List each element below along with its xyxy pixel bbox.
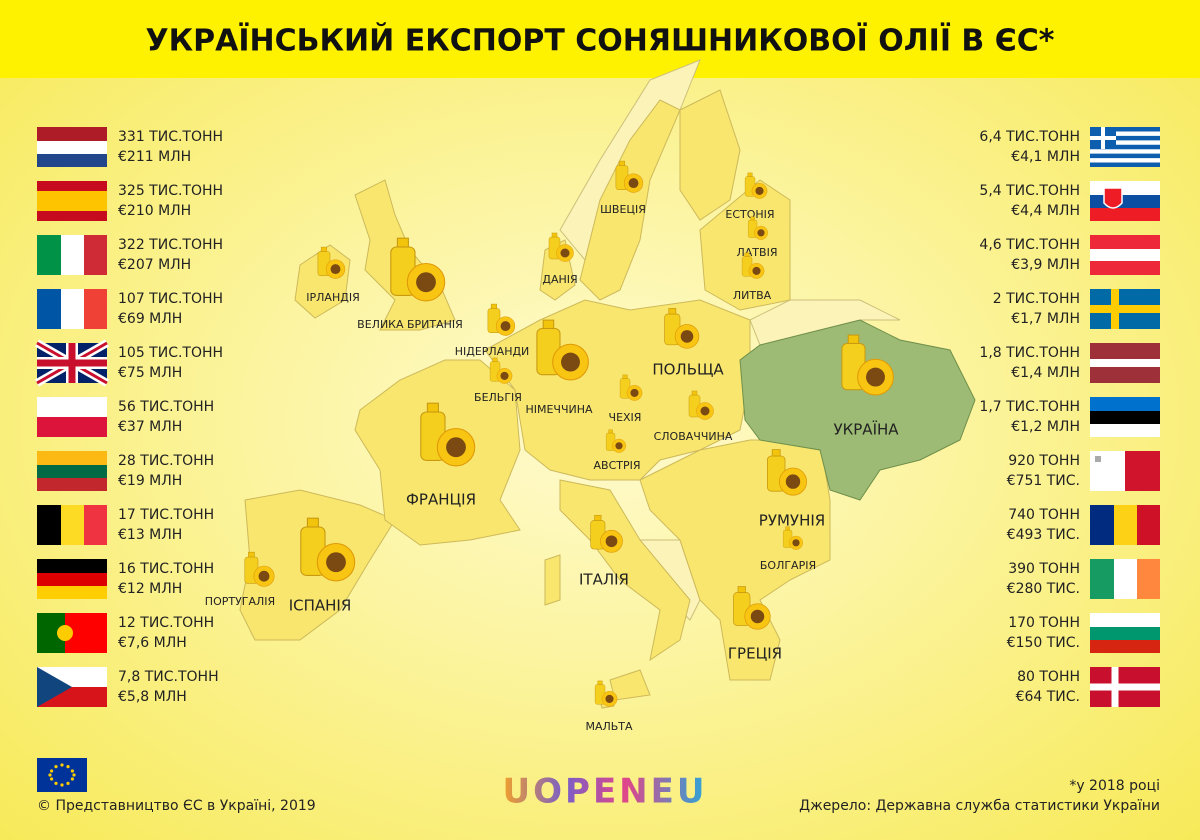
- export-value: €69 МЛН: [118, 311, 182, 327]
- export-volume: 16 ТИС.ТОНН: [118, 561, 214, 577]
- export-value: €64 ТИС.: [1016, 689, 1080, 705]
- export-volume: 170 ТОНН: [1008, 615, 1080, 631]
- export-value: €12 МЛН: [118, 581, 182, 597]
- flag-spain: [37, 181, 107, 221]
- export-value: €4,4 МЛН: [1011, 203, 1080, 219]
- export-value: €1,7 МЛН: [1011, 311, 1080, 327]
- export-volume: 105 ТИС.ТОНН: [118, 345, 223, 361]
- export-volume: 390 ТОНН: [1008, 561, 1080, 577]
- flag-greece: [1090, 127, 1160, 167]
- export-volume: 80 ТОНН: [1017, 669, 1080, 685]
- country-label: ГРЕЦІЯ: [728, 645, 782, 663]
- export-volume: 5,4 ТИС.ТОНН: [979, 183, 1080, 199]
- country-label: НІДЕРЛАНДИ: [455, 345, 530, 358]
- export-value: €280 ТИС.: [1007, 581, 1080, 597]
- export-value: €1,2 МЛН: [1011, 419, 1080, 435]
- export-volume: 325 ТИС.ТОНН: [118, 183, 223, 199]
- country-label: ВЕЛИКА БРИТАНІЯ: [357, 318, 463, 331]
- export-volume: 28 ТИС.ТОНН: [118, 453, 214, 469]
- export-volume: 331 ТИС.ТОНН: [118, 129, 223, 145]
- flag-latvia: [1090, 343, 1160, 383]
- country-label: ЛИТВА: [733, 289, 772, 302]
- export-volume: 56 ТИС.ТОНН: [118, 399, 214, 415]
- country-label: БЕЛЬГІЯ: [474, 391, 522, 404]
- export-value: €1,4 МЛН: [1011, 365, 1080, 381]
- flag-czechia: [37, 667, 107, 707]
- country-label: ШВЕЦІЯ: [600, 203, 646, 216]
- flag-uk: [35, 339, 109, 387]
- country-label: ЕСТОНІЯ: [725, 208, 774, 221]
- export-volume: 740 ТОНН: [1008, 507, 1080, 523]
- export-value: €75 МЛН: [118, 365, 182, 381]
- export-value: €37 МЛН: [118, 419, 182, 435]
- export-value: €7,6 МЛН: [118, 635, 187, 651]
- flag-belgium: [37, 505, 107, 545]
- country-label: СЛОВАЧЧИНА: [654, 430, 733, 443]
- flag-lithuania: [37, 451, 107, 491]
- country-label: ЧЕХІЯ: [609, 411, 642, 424]
- export-value: €211 МЛН: [118, 149, 191, 165]
- export-value: €210 МЛН: [118, 203, 191, 219]
- note: *у 2018 році: [1069, 778, 1160, 794]
- title-band: [0, 0, 1200, 78]
- export-volume: 12 ТИС.ТОНН: [118, 615, 214, 631]
- export-volume: 2 ТИС.ТОНН: [993, 291, 1080, 307]
- export-value: €5,8 МЛН: [118, 689, 187, 705]
- country-label: ІТАЛІЯ: [579, 571, 629, 589]
- export-value: €493 ТИС.: [1007, 527, 1080, 543]
- export-value: €150 ТИС.: [1007, 635, 1080, 651]
- country-label: БОЛГАРІЯ: [760, 559, 816, 572]
- country-label: ІРЛАНДІЯ: [306, 291, 359, 304]
- export-volume: 17 ТИС.ТОНН: [118, 507, 214, 523]
- flag-italy: [37, 235, 107, 275]
- export-value: €207 МЛН: [118, 257, 191, 273]
- export-value: €13 МЛН: [118, 527, 182, 543]
- country-label: АВСТРІЯ: [594, 459, 641, 472]
- flag-portugal: [37, 613, 107, 653]
- flag-austria: [1090, 235, 1160, 275]
- country-label: УКРАЇНА: [833, 420, 899, 439]
- export-volume: 107 ТИС.ТОНН: [118, 291, 223, 307]
- export-value: €751 ТИС.: [1007, 473, 1080, 489]
- flag-romania: [1090, 505, 1160, 545]
- export-volume: 322 ТИС.ТОНН: [118, 237, 223, 253]
- export-volume: 920 ТОНН: [1008, 453, 1080, 469]
- country-label: РУМУНІЯ: [759, 512, 825, 530]
- title: УКРАЇНСЬКИЙ ЕКСПОРТ СОНЯШНИКОВОЇ ОЛІЇ В …: [146, 23, 1055, 59]
- country-label: ДАНІЯ: [542, 273, 577, 286]
- export-volume: 1,7 ТИС.ТОНН: [979, 399, 1080, 415]
- flag-poland: [37, 397, 107, 437]
- flag-sweden: [1090, 289, 1160, 329]
- export-volume: 7,8 ТИС.ТОНН: [118, 669, 219, 685]
- export-value: €4,1 МЛН: [1011, 149, 1080, 165]
- country-label: ФРАНЦІЯ: [406, 491, 476, 509]
- export-value: €3,9 МЛН: [1011, 257, 1080, 273]
- flag-estonia: [1090, 397, 1160, 437]
- flag-germany: [37, 559, 107, 599]
- country-label: НІМЕЧЧИНА: [525, 403, 593, 416]
- country-label: ПОЛЬЩА: [652, 361, 724, 379]
- flag-malta: [1090, 451, 1160, 491]
- export-value: €19 МЛН: [118, 473, 182, 489]
- copyright: © Представництво ЄС в Україні, 2019: [37, 798, 316, 814]
- flag-bulgaria: [1090, 613, 1160, 653]
- country-label: МАЛЬТА: [585, 720, 633, 733]
- flag-netherlands: [37, 127, 107, 167]
- flag-france: [37, 289, 107, 329]
- flag-slovakia: [1090, 181, 1160, 221]
- export-volume: 4,6 ТИС.ТОНН: [979, 237, 1080, 253]
- country-label: ІСПАНІЯ: [289, 597, 352, 615]
- logo: UOPENEU: [503, 772, 708, 812]
- eu-flag: [37, 758, 87, 792]
- export-volume: 6,4 ТИС.ТОНН: [979, 129, 1080, 145]
- export-volume: 1,8 ТИС.ТОНН: [979, 345, 1080, 361]
- source: Джерело: Державна служба статистики Укра…: [799, 798, 1160, 814]
- country-label: ПОРТУГАЛІЯ: [205, 595, 275, 608]
- flag-ireland: [1090, 559, 1160, 599]
- flag-denmark: [1090, 667, 1160, 707]
